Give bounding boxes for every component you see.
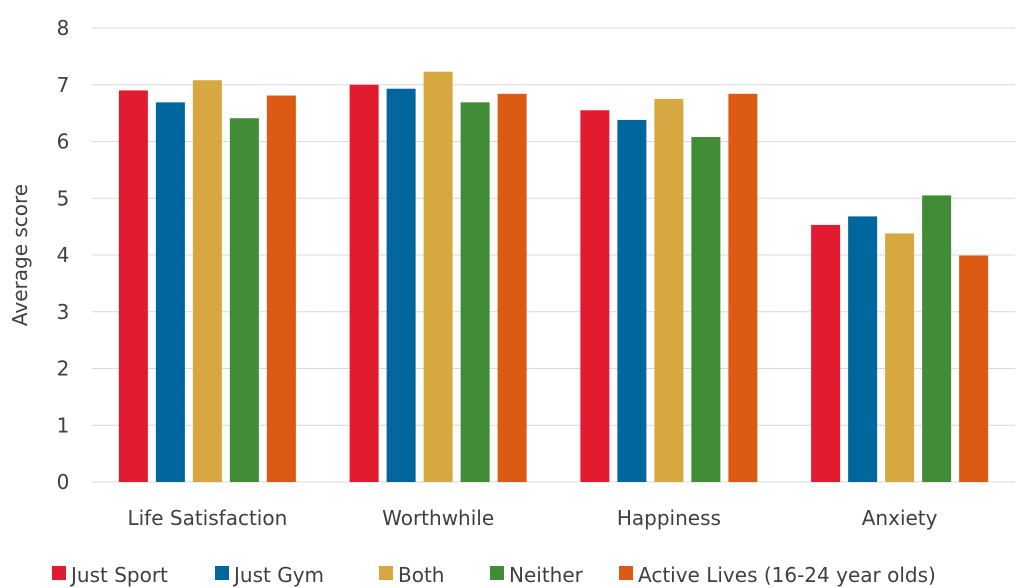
x-tick-label: Happiness: [617, 506, 721, 530]
bar-just-sport-happiness: [580, 110, 610, 482]
y-tick-label: 5: [57, 186, 70, 210]
legend-label: Both: [398, 563, 444, 587]
bar-just-sport-worthwhile: [349, 84, 379, 482]
y-axis-ticks: 0 1 2 3 4 5 6 7 8: [57, 16, 70, 494]
bar-neither-life-satisfaction: [229, 118, 259, 483]
x-tick-label: Worthwhile: [382, 506, 494, 530]
y-tick-label: 8: [57, 16, 70, 40]
bar-neither-worthwhile: [460, 102, 490, 482]
bar-just-sport-life-satisfaction: [118, 90, 148, 483]
bar-just-sport-anxiety: [811, 224, 841, 483]
y-tick-label: 6: [57, 130, 70, 154]
bar-both-anxiety: [885, 233, 915, 482]
bar-active-lives-16-24-year-olds-anxiety: [959, 255, 989, 482]
bar-just-gym-happiness: [617, 119, 647, 482]
bar-just-gym-life-satisfaction: [155, 102, 185, 482]
legend: Just Sport Just Gym Both Neither Active Live…: [52, 563, 936, 587]
x-axis-ticks: Life Satisfaction Worthwhile Happiness Anxi…: [127, 506, 937, 530]
y-tick-label: 2: [57, 357, 70, 381]
y-tick-label: 1: [57, 413, 70, 437]
x-tick-label: Life Satisfaction: [127, 506, 287, 530]
bar-neither-anxiety: [922, 195, 952, 482]
legend-swatch: [379, 566, 393, 580]
legend-label: Neither: [509, 563, 584, 587]
legend-swatch: [215, 566, 229, 580]
legend-label: Active Lives (16-24 year olds): [638, 563, 936, 587]
legend-label: Just Sport: [69, 563, 168, 587]
y-tick-label: 3: [57, 300, 70, 324]
x-tick-label: Anxiety: [862, 506, 938, 530]
y-tick-label: 4: [57, 243, 70, 267]
legend-swatch: [52, 566, 66, 580]
bar-both-worthwhile: [423, 71, 453, 482]
bars: [118, 71, 989, 483]
bar-just-gym-worthwhile: [386, 88, 416, 482]
bar-active-lives-16-24-year-olds-life-satisfaction: [266, 95, 296, 482]
bar-just-gym-anxiety: [848, 216, 878, 482]
bar-both-life-satisfaction: [192, 80, 222, 483]
bar-neither-happiness: [691, 136, 721, 482]
legend-swatch: [619, 566, 633, 580]
legend-swatch: [490, 566, 504, 580]
y-axis-label: Average score: [8, 184, 32, 326]
y-tick-label: 0: [57, 470, 70, 494]
bar-active-lives-16-24-year-olds-happiness: [728, 93, 758, 482]
bar-active-lives-16-24-year-olds-worthwhile: [497, 93, 527, 482]
legend-label: Just Gym: [232, 563, 324, 587]
bar-both-happiness: [654, 98, 684, 482]
y-tick-label: 7: [57, 73, 70, 97]
